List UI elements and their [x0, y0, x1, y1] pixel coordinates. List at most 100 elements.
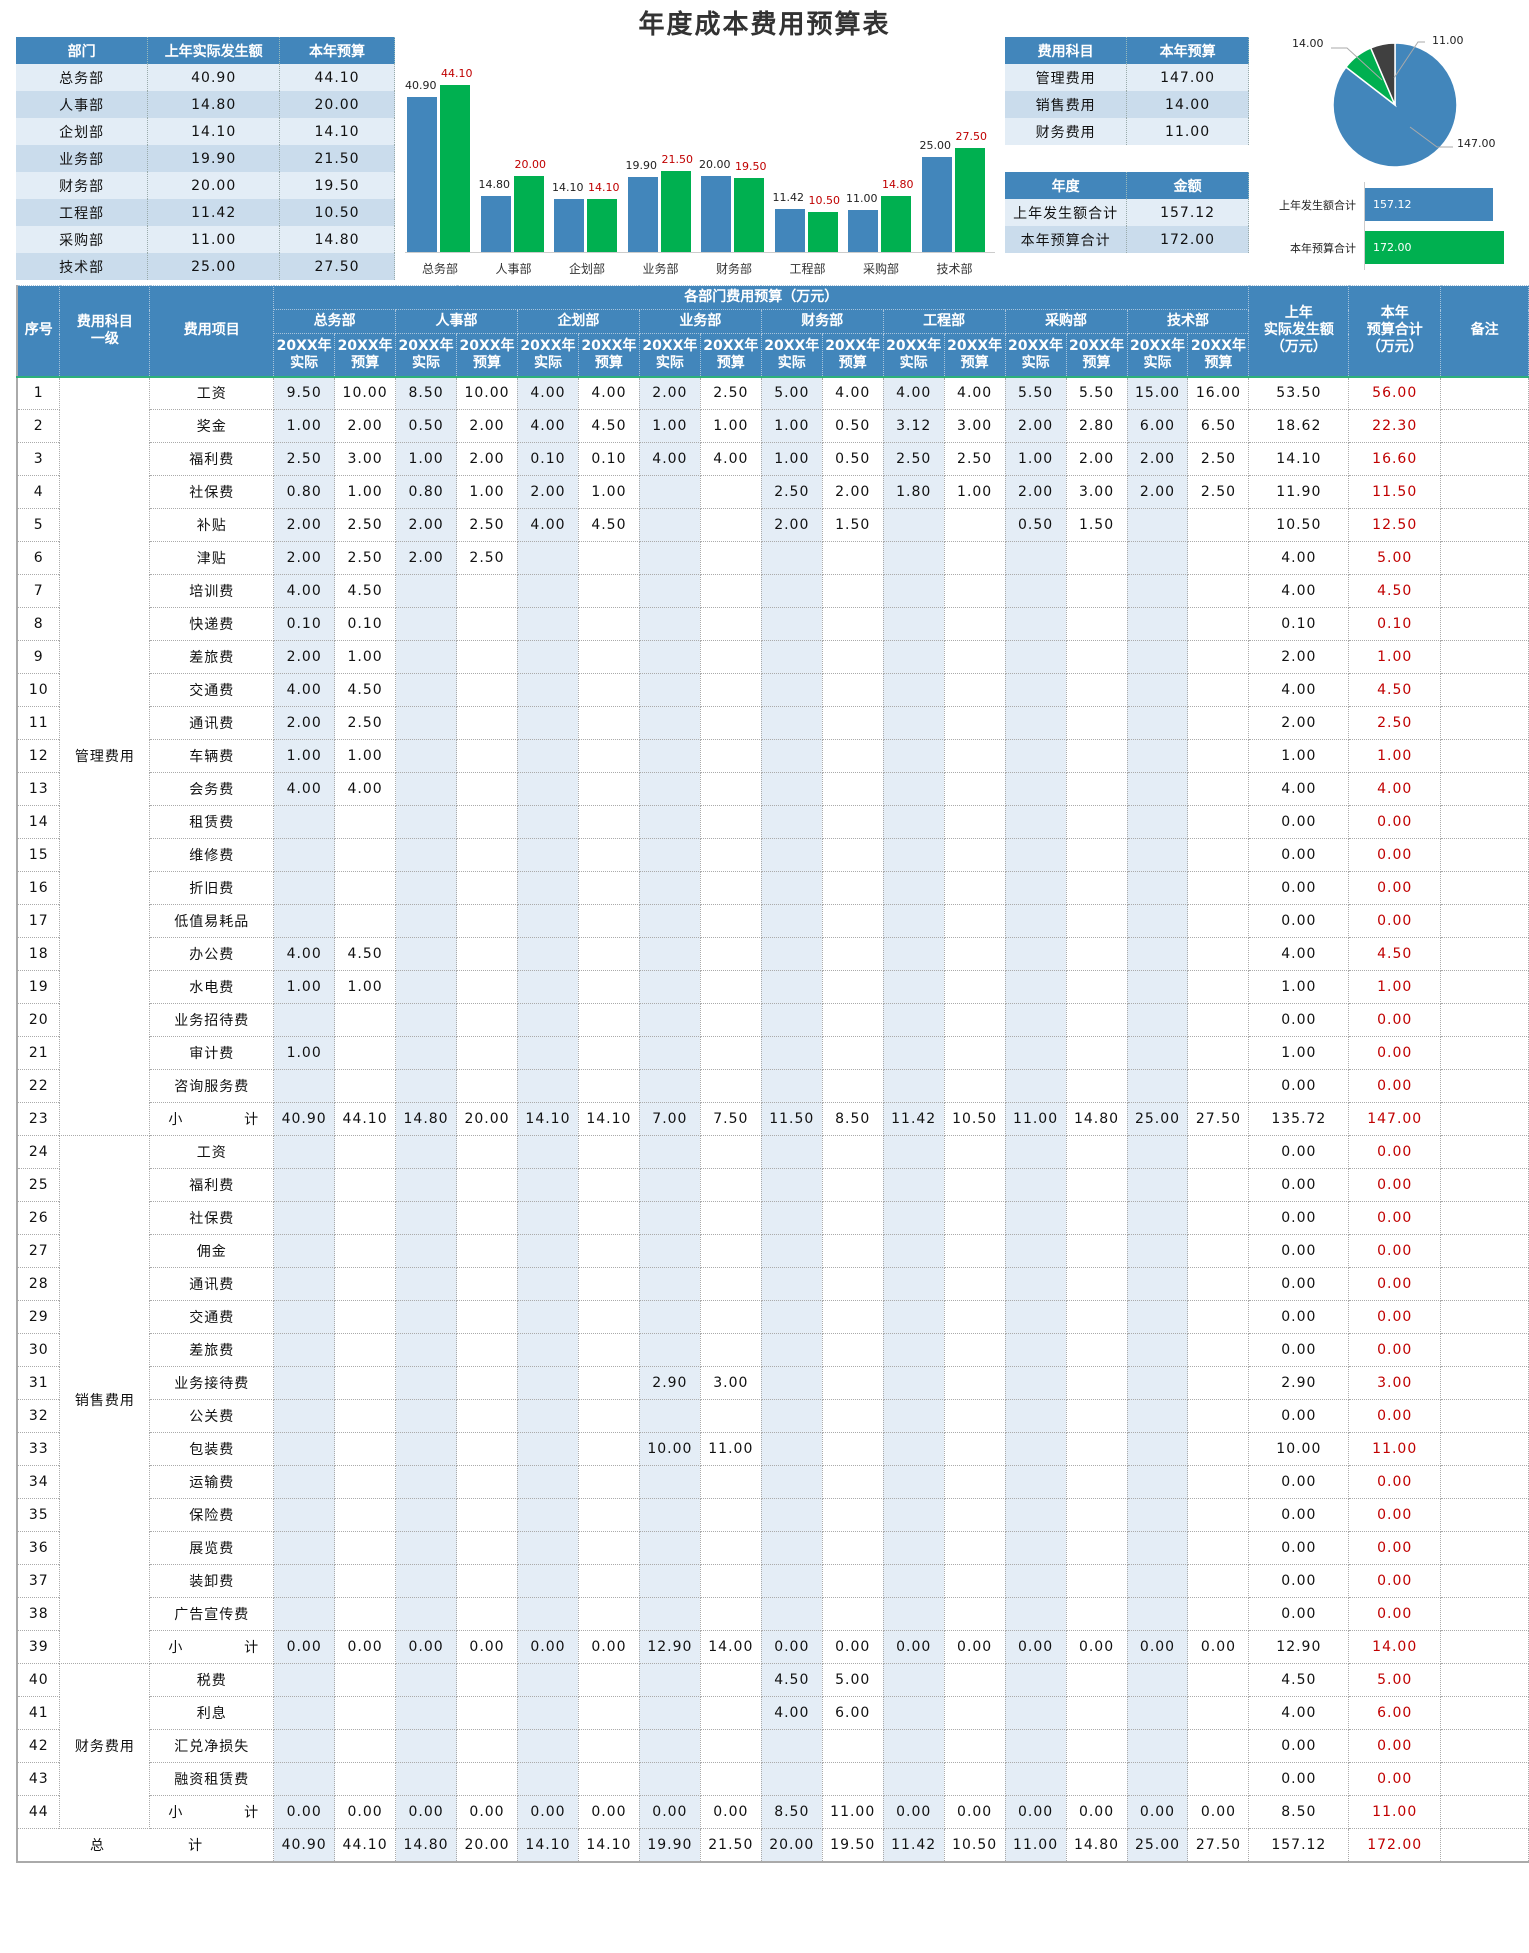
actual-cell[interactable]: 0.80: [395, 475, 458, 509]
actual-cell[interactable]: [882, 1267, 945, 1301]
budget-cell[interactable]: [699, 1531, 762, 1565]
actual-cell[interactable]: [1126, 1399, 1189, 1433]
actual-cell[interactable]: [273, 1069, 336, 1103]
budget-cell[interactable]: 4.50: [334, 574, 397, 608]
actual-cell[interactable]: [395, 1432, 458, 1466]
budget-cell[interactable]: [1187, 1663, 1250, 1697]
actual-cell[interactable]: [273, 1300, 336, 1334]
actual-cell[interactable]: [273, 1498, 336, 1532]
budget-cell[interactable]: [821, 1201, 884, 1235]
actual-cell[interactable]: [273, 1564, 336, 1598]
budget-cell[interactable]: [943, 772, 1006, 806]
actual-cell[interactable]: [395, 1762, 458, 1796]
budget-cell[interactable]: [1187, 1498, 1250, 1532]
actual-cell[interactable]: [395, 739, 458, 773]
budget-cell[interactable]: 2.50: [1187, 442, 1250, 476]
budget-cell[interactable]: [456, 1069, 518, 1103]
actual-cell[interactable]: [760, 1465, 823, 1499]
actual-cell[interactable]: 0.00: [273, 1630, 336, 1664]
budget-cell[interactable]: 0.00: [1187, 1630, 1250, 1664]
actual-cell[interactable]: [1126, 904, 1189, 938]
actual-cell[interactable]: [273, 904, 336, 938]
budget-cell[interactable]: [456, 1036, 518, 1070]
budget-cell[interactable]: [943, 1663, 1006, 1697]
budget-cell[interactable]: 2.80: [1065, 409, 1128, 443]
actual-cell[interactable]: [516, 1069, 579, 1103]
actual-cell[interactable]: 4.00: [516, 409, 579, 443]
actual-cell[interactable]: [760, 1432, 823, 1466]
actual-cell[interactable]: [638, 1135, 701, 1169]
budget-cell[interactable]: [821, 805, 884, 839]
budget-cell[interactable]: 7.50: [699, 1102, 762, 1136]
budget-cell[interactable]: [334, 1663, 397, 1697]
actual-cell[interactable]: [760, 541, 823, 575]
note-cell[interactable]: [1440, 1201, 1529, 1235]
actual-cell[interactable]: [395, 1399, 458, 1433]
actual-cell[interactable]: [516, 1432, 579, 1466]
actual-cell[interactable]: [1126, 871, 1189, 905]
budget-cell[interactable]: [577, 904, 640, 938]
actual-cell[interactable]: 4.00: [516, 508, 579, 542]
actual-cell[interactable]: [760, 673, 823, 707]
actual-cell[interactable]: [760, 1729, 823, 1763]
note-cell[interactable]: [1440, 607, 1529, 641]
budget-cell[interactable]: [456, 1003, 518, 1037]
budget-cell[interactable]: [456, 1135, 518, 1169]
budget-cell[interactable]: 2.50: [699, 375, 762, 410]
budget-cell[interactable]: [821, 1399, 884, 1433]
budget-cell[interactable]: 4.00: [943, 375, 1006, 410]
actual-cell[interactable]: [638, 739, 701, 773]
budget-cell[interactable]: [1187, 1234, 1250, 1268]
budget-cell[interactable]: [821, 1168, 884, 1202]
actual-cell[interactable]: [395, 871, 458, 905]
actual-cell[interactable]: 14.10: [516, 1102, 579, 1136]
actual-cell[interactable]: [882, 838, 945, 872]
actual-cell[interactable]: [1126, 1069, 1189, 1103]
budget-cell[interactable]: [699, 772, 762, 806]
note-cell[interactable]: [1440, 838, 1529, 872]
budget-cell[interactable]: [821, 1531, 884, 1565]
budget-cell[interactable]: [1065, 1729, 1128, 1763]
actual-cell[interactable]: [1004, 1333, 1067, 1367]
actual-cell[interactable]: [760, 607, 823, 641]
actual-cell[interactable]: [516, 1465, 579, 1499]
budget-cell[interactable]: [1065, 1432, 1128, 1466]
actual-cell[interactable]: 0.50: [395, 409, 458, 443]
actual-cell[interactable]: 2.90: [638, 1366, 701, 1400]
budget-cell[interactable]: 5.50: [1065, 375, 1128, 410]
actual-cell[interactable]: [395, 1135, 458, 1169]
budget-cell[interactable]: 0.50: [821, 409, 884, 443]
budget-cell[interactable]: [821, 937, 884, 971]
actual-cell[interactable]: [1004, 1597, 1067, 1631]
actual-cell[interactable]: [1004, 1267, 1067, 1301]
budget-cell[interactable]: [821, 1135, 884, 1169]
budget-cell[interactable]: [821, 607, 884, 641]
actual-cell[interactable]: [760, 574, 823, 608]
budget-cell[interactable]: [821, 1003, 884, 1037]
budget-cell[interactable]: [334, 1267, 397, 1301]
actual-cell[interactable]: [273, 1234, 336, 1268]
budget-cell[interactable]: [456, 937, 518, 971]
note-cell[interactable]: [1440, 1135, 1529, 1169]
budget-cell[interactable]: 6.50: [1187, 409, 1250, 443]
actual-cell[interactable]: 0.50: [1004, 508, 1067, 542]
budget-cell[interactable]: [577, 607, 640, 641]
note-cell[interactable]: [1440, 1630, 1529, 1664]
actual-cell[interactable]: [516, 772, 579, 806]
budget-cell[interactable]: [456, 1366, 518, 1400]
budget-cell[interactable]: [1065, 1465, 1128, 1499]
budget-cell[interactable]: 0.00: [1065, 1795, 1128, 1829]
budget-cell[interactable]: [1187, 1564, 1250, 1598]
budget-cell[interactable]: [1187, 1399, 1250, 1433]
actual-cell[interactable]: [1126, 739, 1189, 773]
actual-cell[interactable]: [273, 1135, 336, 1169]
actual-cell[interactable]: [638, 1201, 701, 1235]
budget-cell[interactable]: [456, 1531, 518, 1565]
budget-cell[interactable]: 0.00: [1065, 1630, 1128, 1664]
budget-cell[interactable]: [821, 706, 884, 740]
actual-cell[interactable]: [1126, 1267, 1189, 1301]
actual-cell[interactable]: [273, 1201, 336, 1235]
actual-cell[interactable]: 7.00: [638, 1102, 701, 1136]
budget-cell[interactable]: 4.50: [577, 508, 640, 542]
budget-cell[interactable]: [577, 1762, 640, 1796]
